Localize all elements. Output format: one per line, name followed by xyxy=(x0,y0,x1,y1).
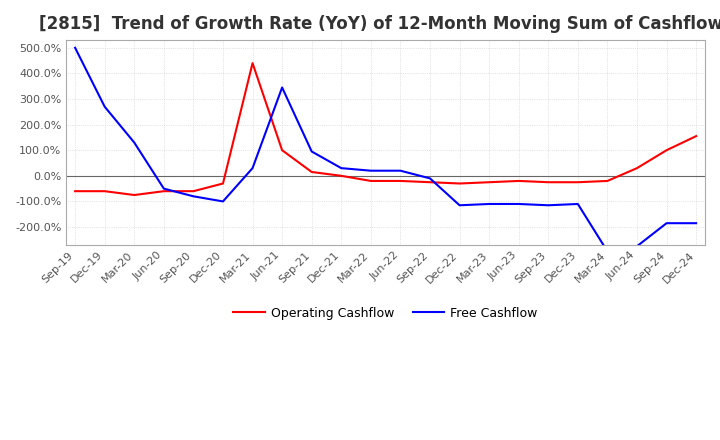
Free Cashflow xyxy=(100,104,109,109)
Free Cashflow xyxy=(130,140,138,145)
Line: Operating Cashflow: Operating Cashflow xyxy=(75,63,696,195)
Operating Cashflow xyxy=(662,147,671,153)
Free Cashflow xyxy=(307,149,316,154)
Operating Cashflow xyxy=(603,178,612,183)
Legend: Operating Cashflow, Free Cashflow: Operating Cashflow, Free Cashflow xyxy=(228,302,543,325)
Operating Cashflow xyxy=(426,180,434,185)
Operating Cashflow xyxy=(396,178,405,183)
Operating Cashflow xyxy=(100,189,109,194)
Operating Cashflow xyxy=(574,180,582,185)
Operating Cashflow xyxy=(455,181,464,186)
Free Cashflow xyxy=(278,85,287,90)
Free Cashflow xyxy=(662,220,671,226)
Title: [2815]  Trend of Growth Rate (YoY) of 12-Month Moving Sum of Cashflows: [2815] Trend of Growth Rate (YoY) of 12-… xyxy=(39,15,720,33)
Free Cashflow xyxy=(366,168,375,173)
Free Cashflow xyxy=(248,165,257,171)
Operating Cashflow xyxy=(219,181,228,186)
Operating Cashflow xyxy=(248,61,257,66)
Operating Cashflow xyxy=(71,189,79,194)
Operating Cashflow xyxy=(337,173,346,179)
Operating Cashflow xyxy=(278,147,287,153)
Operating Cashflow xyxy=(189,189,198,194)
Operating Cashflow xyxy=(544,180,552,185)
Line: Free Cashflow: Free Cashflow xyxy=(75,48,696,251)
Operating Cashflow xyxy=(160,189,168,194)
Free Cashflow xyxy=(603,249,612,254)
Free Cashflow xyxy=(514,202,523,207)
Operating Cashflow xyxy=(307,169,316,175)
Free Cashflow xyxy=(544,203,552,208)
Free Cashflow xyxy=(396,168,405,173)
Operating Cashflow xyxy=(514,178,523,183)
Free Cashflow xyxy=(71,45,79,51)
Free Cashflow xyxy=(485,202,493,207)
Free Cashflow xyxy=(633,244,642,249)
Free Cashflow xyxy=(337,165,346,171)
Free Cashflow xyxy=(189,194,198,199)
Operating Cashflow xyxy=(130,192,138,198)
Free Cashflow xyxy=(692,220,701,226)
Operating Cashflow xyxy=(633,165,642,171)
Free Cashflow xyxy=(219,199,228,204)
Operating Cashflow xyxy=(366,178,375,183)
Free Cashflow xyxy=(574,202,582,207)
Free Cashflow xyxy=(160,186,168,191)
Operating Cashflow xyxy=(485,180,493,185)
Free Cashflow xyxy=(455,203,464,208)
Operating Cashflow xyxy=(692,133,701,139)
Free Cashflow xyxy=(426,176,434,181)
